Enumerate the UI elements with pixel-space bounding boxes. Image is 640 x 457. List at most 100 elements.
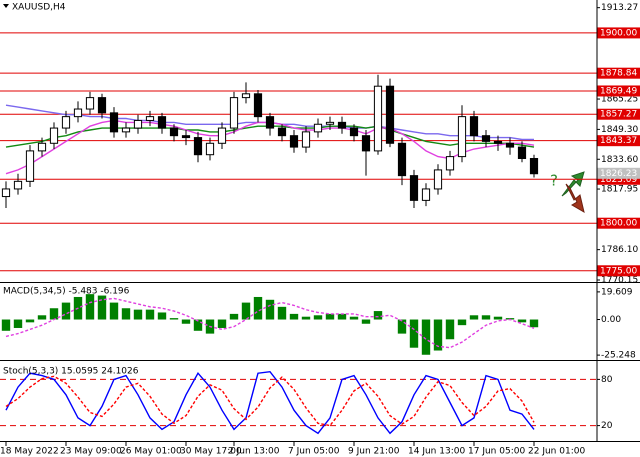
- y-tick-label: 1817.95: [601, 185, 638, 195]
- candle-body: [217, 127, 227, 144]
- candle-body: [205, 142, 215, 156]
- y-tick-label: 80: [601, 375, 613, 385]
- x-tick-label: 14 Jun 13:00: [408, 447, 465, 457]
- histogram-bar: [253, 296, 263, 320]
- histogram-bar: [493, 316, 503, 320]
- histogram-bar: [145, 309, 155, 320]
- histogram-bar: [301, 316, 311, 320]
- candle-body: [181, 135, 191, 139]
- y-tick-label: 1770.15: [601, 276, 638, 286]
- histogram-bar: [457, 319, 467, 326]
- histogram-bar: [61, 302, 71, 320]
- histogram-bar: [433, 319, 443, 351]
- histogram-bar: [97, 295, 107, 320]
- candle-body: [361, 135, 371, 152]
- symbol-marker: [3, 4, 9, 8]
- histogram-bar: [241, 302, 251, 320]
- candle-body: [157, 116, 167, 129]
- histogram-bar: [397, 319, 407, 334]
- candle-body: [253, 93, 263, 118]
- y-tick-label: 1833.60: [601, 155, 638, 165]
- histogram-bar: [229, 313, 239, 320]
- candle-body: [373, 85, 383, 152]
- candle-body: [349, 127, 359, 137]
- up-arrow: [561, 171, 585, 197]
- y-tick-label: 1786.10: [601, 245, 638, 255]
- histogram-bar: [517, 319, 527, 323]
- histogram-bar: [325, 313, 335, 320]
- level-label-box: [597, 67, 640, 79]
- candle-body: [469, 116, 479, 137]
- candle-body: [325, 121, 335, 125]
- candle-body: [409, 175, 419, 201]
- level-label: 1900.00: [600, 28, 637, 38]
- y-tick-label: -25.248: [601, 351, 636, 361]
- x-tick-label: 7 Jun 05:00: [288, 447, 340, 457]
- histogram-bar: [121, 308, 131, 320]
- candle-body: [121, 127, 131, 133]
- candle-body: [241, 93, 251, 99]
- candle-body: [193, 137, 203, 156]
- panel-title: XAUUSD,H4: [12, 3, 66, 13]
- candle-body: [481, 135, 491, 142]
- candle-body: [85, 97, 95, 110]
- candle-body: [313, 123, 323, 133]
- candle-body: [529, 158, 539, 175]
- candle-body: [421, 188, 431, 201]
- candle-body: [73, 108, 83, 118]
- histogram-bar: [169, 318, 179, 320]
- indicator-line: [5, 375, 535, 427]
- candle-body: [1, 188, 11, 198]
- x-tick-label: 23 May 09:00: [60, 447, 122, 457]
- y-tick-label: 20: [601, 421, 613, 431]
- histogram-bar: [481, 315, 491, 320]
- candle-body: [229, 97, 239, 129]
- histogram-bar: [181, 319, 191, 324]
- histogram-bar: [373, 311, 383, 320]
- level-label-box: [597, 173, 640, 185]
- histogram-bar: [361, 319, 371, 324]
- histogram-bar: [289, 313, 299, 320]
- level-label-box: [597, 217, 640, 229]
- candle-body: [265, 116, 275, 129]
- candle-body: [433, 169, 443, 190]
- candle-body: [385, 85, 395, 144]
- histogram-bar: [349, 316, 359, 320]
- level-label: 1823.09: [600, 175, 637, 185]
- histogram-bar: [109, 302, 119, 320]
- level-label: 1869.49: [600, 86, 637, 96]
- current-price-box: [597, 167, 640, 179]
- histogram-bar: [85, 294, 95, 320]
- candle-body: [517, 146, 527, 160]
- candle-body: [49, 127, 59, 144]
- candle-body: [277, 127, 287, 137]
- x-tick-label: 2 Jun 13:00: [228, 447, 280, 457]
- y-tick-label: 1865.25: [601, 95, 638, 105]
- x-tick-label: 18 May 2022: [0, 447, 59, 457]
- candle-body: [445, 156, 455, 171]
- candle-body: [493, 140, 503, 144]
- panel-title: Stoch(5,3,3) 15.0595 24.1026: [3, 367, 139, 377]
- indicator-line: [5, 370, 535, 435]
- level-label-box: [597, 85, 640, 97]
- level-label: 1800.00: [600, 219, 637, 229]
- histogram-bar: [133, 309, 143, 320]
- candle-body: [397, 142, 407, 177]
- histogram-bar: [421, 319, 431, 355]
- candle-body: [13, 180, 23, 190]
- histogram-bar: [265, 299, 275, 320]
- candle-body: [337, 121, 347, 129]
- histogram-bar: [1, 319, 11, 331]
- histogram-bar: [445, 319, 455, 340]
- level-label-box: [597, 27, 640, 39]
- histogram-bar: [193, 319, 203, 331]
- histogram-bar: [337, 313, 347, 320]
- level-label: 1857.27: [600, 110, 637, 120]
- candle-body: [505, 142, 515, 148]
- question-mark: ?: [550, 172, 558, 190]
- x-tick-label: 26 May 01:00: [120, 447, 182, 457]
- candle-body: [97, 97, 107, 114]
- level-label-box: [597, 135, 640, 147]
